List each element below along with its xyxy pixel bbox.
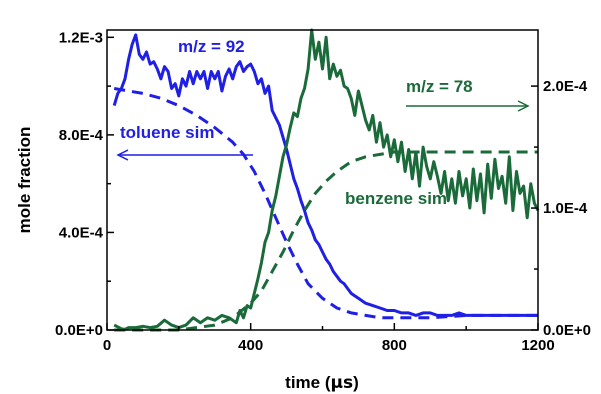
y-left-tick-label: 8.0E-4 bbox=[59, 127, 104, 144]
x-axis-unit: μs bbox=[331, 373, 354, 393]
y-right-tick-label: 2.0E-4 bbox=[543, 78, 588, 95]
left-arrow bbox=[116, 149, 253, 161]
y-right-tick-label: 1.0E-4 bbox=[543, 200, 588, 217]
right-arrow bbox=[406, 100, 530, 112]
toluene-mz-label: m/z = 92 bbox=[178, 37, 245, 56]
x-tick-label: 0 bbox=[103, 337, 111, 354]
series-toluene-mz-line bbox=[112, 33, 538, 317]
x-tick-label: 800 bbox=[382, 337, 407, 354]
x-axis-title: time (μs) bbox=[285, 373, 359, 393]
benzene-sim-label: benzene sim bbox=[345, 189, 447, 208]
series-benzene-sim-line bbox=[114, 150, 538, 332]
y-right-tick-label: 0.0E+0 bbox=[543, 322, 591, 339]
y-axis-title: mole fraction bbox=[15, 127, 34, 234]
y-left-tick-label: 4.0E-4 bbox=[59, 224, 104, 241]
y-left-tick-label: 1.2E-3 bbox=[59, 29, 103, 46]
benzene-mz-label: m/z = 78 bbox=[406, 77, 473, 96]
series-toluene-sim-line bbox=[113, 87, 538, 320]
toluene-sim-label: toluene sim bbox=[120, 123, 214, 142]
series-layer bbox=[112, 28, 540, 332]
ticks-layer: 0 400 800 12000.0E+04.0E-48.0E-41.2E-30.0E+… bbox=[55, 29, 591, 354]
x-tick-label: 400 bbox=[238, 337, 263, 354]
x-tick-label: 1200 bbox=[521, 337, 554, 354]
y-left-tick-label: 0.0E+0 bbox=[55, 322, 103, 339]
